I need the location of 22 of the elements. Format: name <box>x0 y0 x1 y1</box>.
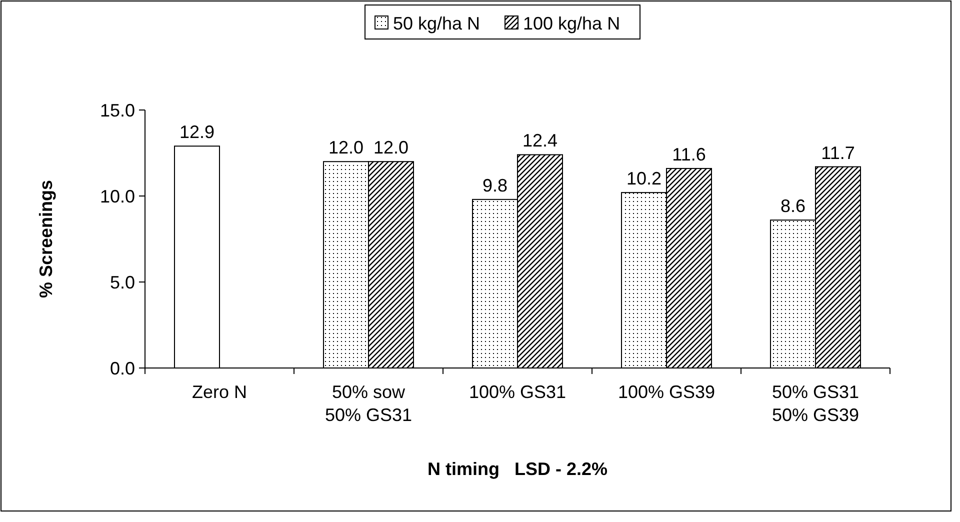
data-label: 11.6 <box>672 144 706 164</box>
y-tick-label: 5.0 <box>110 272 135 292</box>
data-label: 11.7 <box>821 142 855 163</box>
data-label: 12.0 <box>373 138 409 158</box>
x-tick-label: Zero N <box>192 382 248 402</box>
x-axis-title: N timing LSD - 2.2% <box>427 459 608 479</box>
y-tick-label: 10.0 <box>100 186 135 206</box>
data-label: 12.0 <box>328 138 364 158</box>
x-tick-label: 100% GS39 <box>618 382 716 402</box>
y-tick-label: 0.0 <box>110 358 135 378</box>
x-tick-label: 50% GS31 50% GS39 <box>772 382 860 425</box>
data-label: 10.2 <box>626 168 662 189</box>
x-tick-label: 50% sow 50% GS31 <box>324 382 412 425</box>
y-axis-title: % Screenings <box>36 180 56 298</box>
y-tick-label: 15.0 <box>100 100 135 120</box>
data-label: 12.4 <box>522 130 558 151</box>
legend-label: 50 kg/ha N <box>393 13 480 34</box>
data-label: 12.9 <box>179 122 215 142</box>
legend-label: 100 kg/ha N <box>523 13 620 34</box>
x-tick-label: 100% GS31 <box>468 382 566 402</box>
data-label: 9.8 <box>482 175 508 196</box>
data-label: 8.6 <box>780 196 806 216</box>
